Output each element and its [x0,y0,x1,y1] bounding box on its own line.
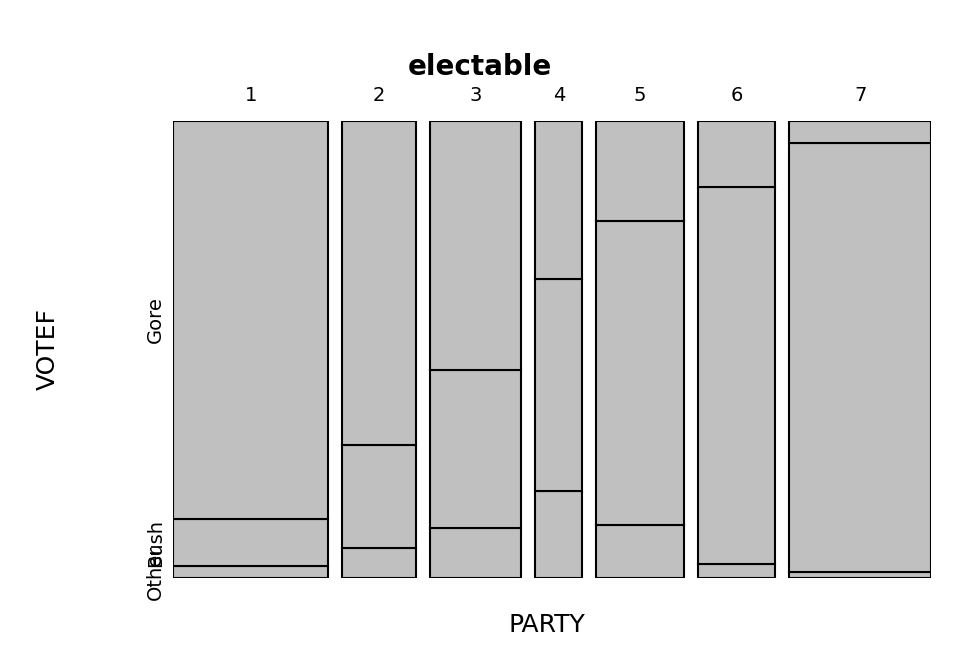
Bar [535,279,583,491]
Bar [430,370,521,528]
Text: electable: electable [408,53,552,81]
Text: 5: 5 [634,86,646,105]
Bar [596,222,684,526]
Bar [698,187,776,564]
Bar [430,528,521,578]
Text: 2: 2 [373,86,385,105]
Bar [698,564,776,578]
Bar [342,446,417,548]
Text: Gore: Gore [146,296,165,343]
Bar [596,526,684,578]
Text: 6: 6 [731,86,743,105]
Bar [789,571,931,578]
Bar [430,121,521,370]
Bar [535,121,583,279]
Text: VOTEF: VOTEF [36,308,60,390]
Bar [596,121,684,222]
Bar [789,143,931,571]
Text: Bush: Bush [146,519,165,566]
Bar [698,121,776,187]
Text: 3: 3 [469,86,482,105]
Text: Other: Other [146,544,165,600]
Bar [342,548,417,578]
Bar [789,121,931,143]
Text: 4: 4 [553,86,564,105]
Bar [173,566,328,578]
Text: PARTY: PARTY [509,613,586,637]
Text: 1: 1 [245,86,256,105]
Bar [173,519,328,566]
Text: 7: 7 [854,86,866,105]
Bar [535,491,583,578]
Bar [173,121,328,519]
Bar [342,121,417,446]
